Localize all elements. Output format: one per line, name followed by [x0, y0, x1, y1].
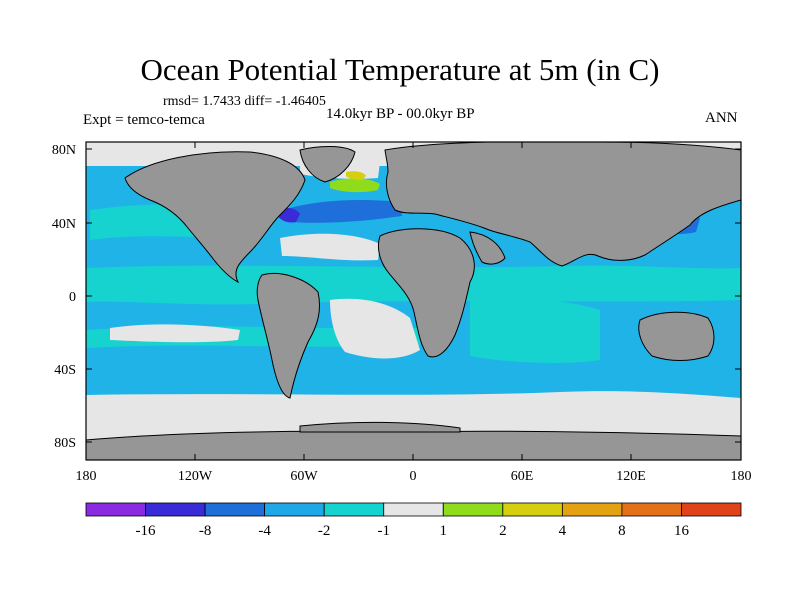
colorbar-box [323, 502, 385, 517]
colorbar-label: 8 [618, 523, 626, 539]
map-area [86, 142, 741, 460]
lat-tick-label: 80N [52, 143, 76, 158]
colorbar-box [621, 502, 682, 517]
season-label: ANN [705, 110, 738, 126]
nordic-sea-warm [330, 178, 380, 193]
stats-text: rmsd= 1.7433 diff= -1.46405 [163, 94, 326, 109]
experiment-label: Expt = temco-temca [83, 112, 205, 128]
south-america [256, 273, 321, 399]
north-atlantic-cold [290, 200, 402, 223]
southern-near-zero-band [86, 391, 741, 410]
colorbar-boxes [85, 502, 742, 517]
colorbar-label: 1 [440, 523, 448, 539]
colorbar-box [681, 502, 742, 517]
sea-ice-antarctic [299, 421, 461, 433]
colorbar-label: -8 [199, 523, 212, 539]
colorbar-box [145, 502, 206, 517]
colorbar-label: 2 [499, 523, 507, 539]
colorbar-label: 4 [559, 523, 567, 539]
lon-tick-label: 180 [76, 469, 97, 484]
lon-tick-label: 120E [616, 469, 646, 484]
lat-tick-label: 40S [54, 363, 76, 378]
eurasia [384, 142, 741, 267]
greenland [299, 146, 356, 183]
period-label: 14.0kyr BP - 00.0kyr BP [326, 106, 475, 122]
atlantic-near-zero [330, 298, 420, 359]
colorbar-box [442, 502, 504, 517]
lon-tick-label: 180 [731, 469, 752, 484]
longitude-ticks [85, 142, 742, 460]
colorbar: -16 -8 -4 -2 -1 1 2 4 8 16 [85, 502, 742, 539]
lat-tick-label: 40N [52, 217, 76, 232]
land-masses [86, 142, 741, 460]
colorbar-box [85, 502, 146, 517]
colorbar-label: 16 [674, 523, 690, 539]
lon-tick-label: 120W [178, 469, 213, 484]
australia [638, 311, 715, 361]
latitude-ticks [86, 148, 741, 443]
colorbar-label: -1 [377, 523, 390, 539]
colorbar-box [502, 502, 563, 517]
colorbar-box [383, 502, 444, 517]
subtropical-atlantic-near-zero [280, 233, 380, 261]
indian-ocean-cyan [470, 298, 600, 363]
lon-tick-label: 60E [511, 469, 534, 484]
africa [377, 228, 475, 358]
lat-tick-label: 80S [54, 436, 76, 451]
colorbar-box [264, 502, 325, 517]
colorbar-label: -16 [136, 523, 156, 539]
colorbar-labels: -16 -8 -4 -2 -1 1 2 4 8 16 [136, 523, 690, 539]
plot-title: Ocean Potential Temperature at 5m (in C) [140, 52, 660, 87]
lon-tick-label: 60W [290, 469, 318, 484]
lat-tick-label: 0 [69, 290, 76, 305]
lon-tick-label: 0 [410, 469, 417, 484]
north-america [124, 151, 306, 284]
arabia-india [469, 231, 506, 265]
labrador-warm [346, 171, 366, 180]
colorbar-label: -2 [318, 523, 331, 539]
south-pacific-near-zero [110, 324, 240, 343]
colorbar-label: -4 [258, 523, 271, 539]
colorbar-box [204, 502, 266, 517]
colorbar-box [561, 502, 623, 517]
